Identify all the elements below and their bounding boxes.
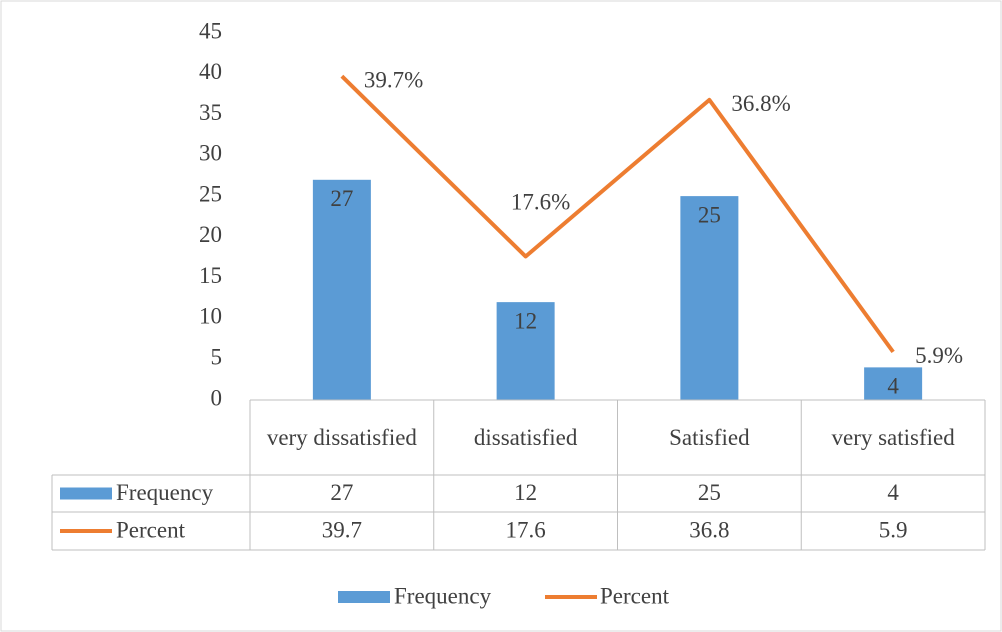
x-tick-label: Satisfied [669, 424, 750, 450]
table-row-header: Percent [116, 517, 186, 542]
x-tick-label-box: Satisfied [669, 424, 750, 450]
y-tick-label: 45 [199, 18, 222, 43]
bar [864, 367, 923, 400]
table-legend-key [60, 487, 112, 500]
x-tick-label: dissatisfied [473, 424, 578, 450]
x-tick-label: very dissatisfied [266, 424, 417, 450]
y-tick-label: 30 [199, 141, 222, 166]
bar-value-label: 25 [698, 202, 721, 227]
x-tick-label-box: dissatisfied [473, 424, 578, 450]
table-cell: 36.8 [689, 517, 729, 542]
legend-label: Percent [600, 583, 670, 608]
legend-key [338, 591, 390, 603]
x-tick-label-box: very satisfied [831, 424, 955, 450]
bar [680, 196, 739, 400]
bar [312, 179, 371, 400]
line-value-label: 39.7% [364, 68, 423, 93]
line-value-label: 36.8% [731, 91, 790, 116]
y-tick-label: 10 [199, 304, 222, 329]
y-tick-label: 40 [199, 59, 222, 84]
y-tick-label: 20 [199, 222, 222, 247]
y-tick-label: 0 [211, 385, 223, 410]
x-tick-label-box: very dissatisfied [266, 424, 417, 450]
y-tick-label: 5 [211, 345, 223, 370]
bar-value-label: 4 [887, 374, 899, 399]
table-cell: 4 [887, 480, 899, 505]
y-tick-label: 25 [199, 181, 222, 206]
line-value-label: 17.6% [511, 190, 570, 215]
table-cell: 39.7 [322, 517, 362, 542]
bar-value-label: 12 [514, 308, 537, 333]
x-tick-label: very satisfied [831, 424, 955, 450]
bar [496, 302, 555, 400]
bar-value-label: 27 [330, 186, 353, 211]
table-cell: 27 [330, 480, 353, 505]
table-row-header: Frequency [116, 480, 214, 505]
table-cell: 25 [698, 480, 721, 505]
y-tick-label: 15 [199, 263, 222, 288]
table-cell: 17.6 [506, 517, 546, 542]
legend-label: Frequency [394, 583, 492, 608]
table-cell: 12 [514, 480, 537, 505]
line [340, 74, 895, 354]
table-cell: 5.9 [879, 517, 908, 542]
line-value-label: 5.9% [915, 343, 963, 368]
y-tick-label: 35 [199, 100, 222, 125]
